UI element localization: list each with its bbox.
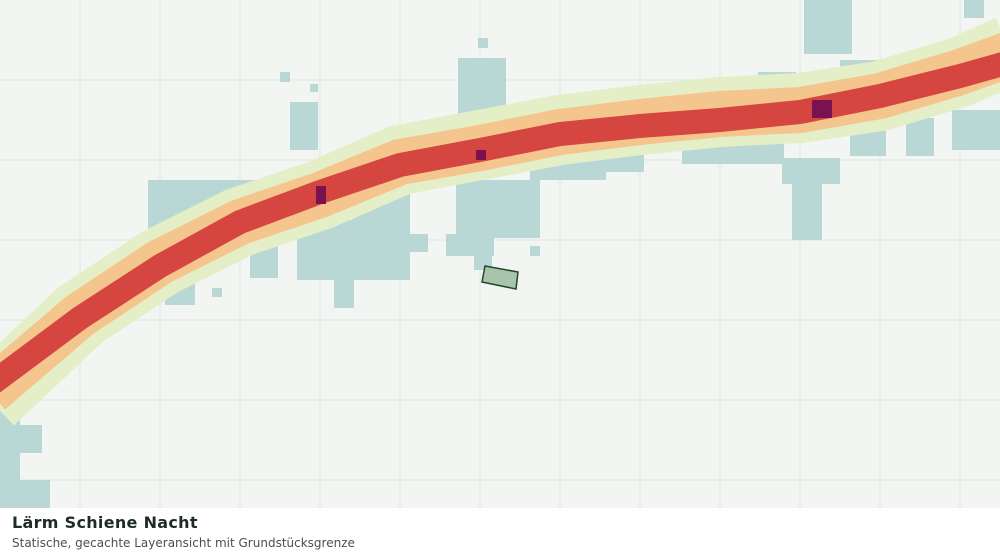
map-subtitle: Statische, gecachte Layeransicht mit Gru… [12,536,355,550]
noise-zone-very-high [0,52,1000,393]
map-title: Lärm Schiene Nacht [12,513,198,532]
map [0,0,1000,508]
caption: Lärm Schiene Nacht Statische, gecachte L… [12,512,988,552]
noise-zone-extreme [316,100,832,204]
parcel-boundary [481,265,519,290]
